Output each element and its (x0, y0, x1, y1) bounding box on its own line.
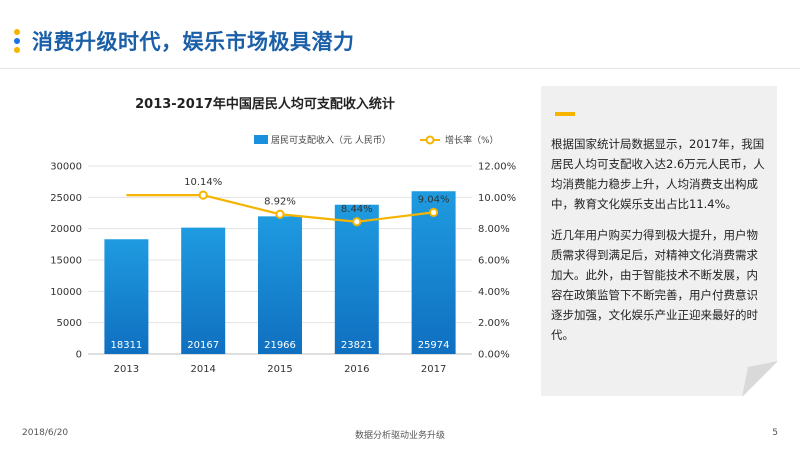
x-tick-label: 2016 (344, 364, 369, 375)
legend-swatch-income (254, 135, 268, 144)
page-title: 消费升级时代，娱乐市场极具潜力 (32, 30, 355, 54)
x-tick-label: 2014 (190, 364, 215, 375)
y-right-tick-label: 8.00% (478, 224, 510, 235)
bar-2014 (181, 227, 226, 354)
y-left-tick-label: 15000 (50, 256, 82, 267)
x-tick-label: 2013 (114, 364, 139, 375)
growth-value-label: 8.44% (341, 204, 373, 215)
y-left-tick-label: 25000 (50, 193, 82, 204)
y-right-tick-label: 0.00% (478, 350, 510, 361)
bar-2015 (258, 216, 302, 354)
bar-value-label: 23821 (341, 340, 373, 351)
y-right-tick-label: 10.00% (478, 193, 516, 204)
growth-point-2017 (429, 207, 439, 217)
bar-value-label: 25974 (418, 340, 450, 351)
page-number: 5 (772, 428, 778, 438)
y-left-tick-label: 0 (76, 350, 82, 361)
y-left-tick-label: 30000 (50, 162, 82, 173)
bar-value-label: 20167 (187, 340, 219, 351)
growth-value-label: 10.14% (184, 177, 222, 188)
y-right-tick-label: 4.00% (478, 287, 510, 298)
note-paragraph: 近几年用户购买力得到极大提升，用户物质需求得到满足后，对精神文化消费需求加大。此… (551, 228, 758, 342)
x-tick-label: 2015 (267, 364, 292, 375)
header: 消费升级时代，娱乐市场极具潜力 (14, 26, 355, 56)
y-left-tick-label: 10000 (50, 287, 82, 298)
title-dot (14, 47, 20, 53)
note-text: 根据国家统计局数据显示，2017年，我国居民人均可支配收入达2.6万元人民币，人… (551, 134, 769, 356)
title-divider (0, 68, 800, 69)
x-tick-label: 2017 (421, 364, 446, 375)
y-left-tick-label: 20000 (50, 224, 82, 235)
legend-marker-growth (425, 135, 435, 145)
page-fold-corner (742, 361, 778, 397)
note-accent (555, 112, 575, 116)
growth-value-label: 8.92% (264, 196, 296, 207)
growth-point-2016 (352, 217, 362, 227)
y-left-tick-label: 5000 (57, 318, 82, 329)
note-card: 根据国家统计局数据显示，2017年，我国居民人均可支配收入达2.6万元人民币，人… (541, 86, 778, 397)
footer-date: 2018/6/20 (22, 428, 69, 438)
legend-label-growth: 增长率（%） (445, 134, 499, 146)
bar-2017 (411, 191, 456, 354)
bar-2013 (104, 239, 149, 354)
title-dot (14, 38, 20, 44)
y-right-tick-label: 6.00% (478, 256, 510, 267)
title-dots (14, 29, 20, 53)
bar-value-label: 18311 (110, 340, 142, 351)
bar-value-label: 21966 (264, 340, 296, 351)
growth-point-2015 (275, 209, 285, 219)
bar-2016 (334, 204, 379, 354)
title-dot (14, 29, 20, 35)
chart-title: 2013-2017年中国居民人均可支配收入统计 (135, 96, 395, 112)
note-paragraph: 根据国家统计局数据显示，2017年，我国居民人均可支配收入达2.6万元人民币，人… (551, 137, 765, 211)
footer-subtitle: 数据分析驱动业务升级 (354, 431, 445, 441)
y-right-tick-label: 2.00% (478, 318, 510, 329)
growth-point-2014 (198, 190, 208, 200)
legend-label-income: 居民可支配收入（元 人民币） (271, 134, 391, 146)
growth-value-label: 9.04% (418, 194, 450, 205)
y-right-tick-label: 12.00% (478, 162, 516, 173)
